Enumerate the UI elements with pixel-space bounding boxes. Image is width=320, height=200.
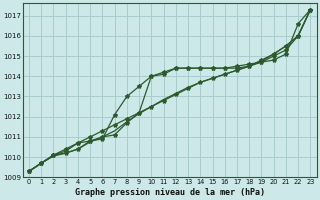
X-axis label: Graphe pression niveau de la mer (hPa): Graphe pression niveau de la mer (hPa) bbox=[75, 188, 265, 197]
